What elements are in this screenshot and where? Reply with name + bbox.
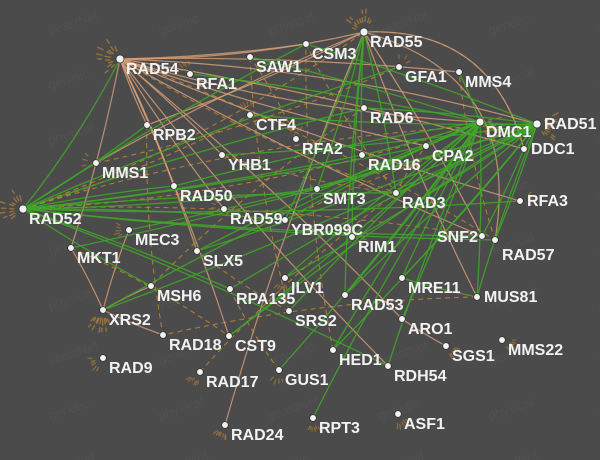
svg-text:ILV1: ILV1: [291, 280, 324, 297]
svg-text:RFA2: RFA2: [302, 141, 343, 158]
svg-text:RAD50: RAD50: [180, 188, 233, 205]
svg-text:HED1: HED1: [339, 352, 382, 369]
svg-text:DMC1: DMC1: [486, 124, 531, 141]
svg-text:RDH54: RDH54: [394, 368, 447, 385]
svg-text:RAD18: RAD18: [169, 337, 222, 354]
svg-text:SGS1: SGS1: [452, 348, 495, 365]
svg-text:RAD24: RAD24: [231, 427, 284, 444]
svg-text:MMS4: MMS4: [465, 74, 511, 91]
svg-text:MSH6: MSH6: [157, 288, 202, 305]
svg-text:MMS1: MMS1: [102, 165, 148, 182]
svg-text:MEC3: MEC3: [135, 232, 180, 249]
svg-text:YBR099C: YBR099C: [291, 222, 363, 239]
svg-text:RAD57: RAD57: [502, 247, 555, 264]
svg-text:SMT3: SMT3: [323, 191, 366, 208]
svg-text:GUS1: GUS1: [285, 372, 329, 389]
svg-text:RAD59: RAD59: [230, 211, 283, 228]
svg-text:DDC1: DDC1: [531, 141, 575, 158]
svg-text:RAD17: RAD17: [206, 374, 259, 391]
svg-text:CST9: CST9: [235, 338, 276, 355]
svg-text:MMS22: MMS22: [508, 342, 563, 359]
svg-text:ARO1: ARO1: [408, 321, 453, 338]
svg-text:SAW1: SAW1: [256, 59, 301, 76]
svg-text:SRS2: SRS2: [295, 313, 337, 330]
svg-text:RAD53: RAD53: [351, 297, 404, 314]
svg-text:RFA3: RFA3: [527, 193, 568, 210]
svg-text:RPB2: RPB2: [153, 127, 196, 144]
svg-text:RAD6: RAD6: [370, 110, 414, 127]
svg-text:RAD52: RAD52: [29, 211, 82, 228]
svg-text:RAD55: RAD55: [370, 34, 423, 51]
svg-text:MKT1: MKT1: [77, 250, 121, 267]
svg-text:RPT3: RPT3: [319, 420, 360, 437]
svg-text:RAD3: RAD3: [402, 195, 446, 212]
svg-text:SLX5: SLX5: [203, 253, 243, 270]
svg-text:MUS81: MUS81: [484, 289, 537, 306]
svg-text:XRS2: XRS2: [109, 312, 151, 329]
svg-text:GFA1: GFA1: [405, 69, 447, 86]
svg-text:CPA2: CPA2: [432, 148, 474, 165]
svg-text:RFA1: RFA1: [196, 76, 237, 93]
svg-text:RAD51: RAD51: [544, 116, 597, 133]
svg-text:RAD16: RAD16: [368, 157, 421, 174]
svg-text:RAD54: RAD54: [126, 61, 179, 78]
svg-text:RPA135: RPA135: [236, 291, 295, 308]
svg-text:ASF1: ASF1: [404, 416, 445, 433]
svg-text:RIM1: RIM1: [358, 239, 396, 256]
svg-text:CTF4: CTF4: [256, 117, 296, 134]
svg-text:MRE11: MRE11: [408, 280, 461, 297]
svg-text:YHB1: YHB1: [228, 157, 271, 174]
svg-text:CSM3: CSM3: [312, 46, 357, 63]
svg-text:RAD9: RAD9: [109, 360, 153, 377]
svg-text:SNF2: SNF2: [437, 229, 478, 246]
